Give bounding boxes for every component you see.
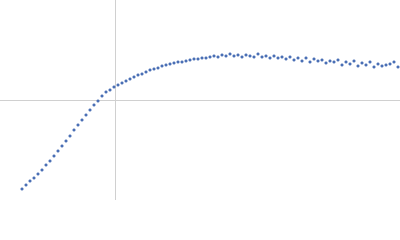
point xyxy=(20,187,24,191)
point xyxy=(168,62,172,66)
point xyxy=(64,139,68,143)
point xyxy=(232,54,236,58)
point xyxy=(212,54,216,58)
point xyxy=(36,172,40,176)
point xyxy=(24,183,28,187)
point xyxy=(372,65,376,69)
point xyxy=(348,62,352,66)
point xyxy=(188,58,192,62)
point xyxy=(316,59,320,63)
point xyxy=(132,75,136,79)
point xyxy=(216,55,220,59)
point xyxy=(96,99,100,103)
point xyxy=(296,56,300,60)
point xyxy=(264,54,268,58)
point xyxy=(32,176,36,180)
point xyxy=(120,81,124,85)
point xyxy=(172,61,176,65)
point xyxy=(300,59,304,63)
point xyxy=(384,63,388,67)
point xyxy=(224,54,228,58)
point xyxy=(256,52,260,56)
point xyxy=(184,59,188,63)
point xyxy=(136,73,140,77)
point xyxy=(152,67,156,71)
point xyxy=(336,58,340,62)
point xyxy=(180,60,184,64)
point xyxy=(208,55,212,59)
point xyxy=(396,65,400,69)
point xyxy=(380,64,384,68)
point xyxy=(304,56,308,60)
point xyxy=(308,60,312,64)
point xyxy=(112,85,116,89)
point xyxy=(344,60,348,64)
point xyxy=(68,134,72,138)
point xyxy=(104,90,108,94)
point xyxy=(340,63,344,67)
point xyxy=(28,179,32,183)
page: {"chart_data": {"type": "scatter", "colo… xyxy=(0,0,400,200)
point xyxy=(324,61,328,65)
point xyxy=(204,56,208,60)
point xyxy=(328,59,332,63)
point xyxy=(80,118,84,122)
point xyxy=(388,62,392,66)
point xyxy=(56,149,60,153)
point xyxy=(140,72,144,76)
point xyxy=(148,68,152,72)
point xyxy=(116,83,120,87)
point xyxy=(160,64,164,68)
point xyxy=(72,128,76,132)
point xyxy=(352,59,356,63)
point xyxy=(228,52,232,56)
point xyxy=(364,63,368,67)
point xyxy=(164,63,168,67)
point xyxy=(192,57,196,61)
point xyxy=(128,77,132,81)
point xyxy=(288,55,292,59)
point xyxy=(52,154,56,158)
point xyxy=(312,57,316,61)
point xyxy=(368,60,372,64)
point xyxy=(76,123,80,127)
point xyxy=(60,144,64,148)
point xyxy=(356,64,360,68)
point xyxy=(260,55,264,59)
point xyxy=(360,61,364,65)
point xyxy=(144,70,148,74)
point xyxy=(200,56,204,60)
point xyxy=(236,53,240,57)
point xyxy=(332,60,336,64)
point xyxy=(268,56,272,60)
point xyxy=(40,168,44,172)
point xyxy=(48,159,52,163)
point xyxy=(284,57,288,61)
point xyxy=(220,53,224,57)
chart xyxy=(0,0,400,200)
point xyxy=(376,62,380,66)
point xyxy=(240,55,244,59)
point xyxy=(100,94,104,98)
point xyxy=(156,66,160,70)
point xyxy=(280,55,284,59)
point xyxy=(292,58,296,62)
point xyxy=(248,54,252,58)
point xyxy=(392,60,396,64)
point xyxy=(272,54,276,58)
point xyxy=(176,60,180,64)
point xyxy=(92,103,96,107)
point xyxy=(88,108,92,112)
point xyxy=(124,79,128,83)
point xyxy=(84,113,88,117)
point xyxy=(44,163,48,167)
point xyxy=(196,57,200,61)
point xyxy=(244,53,248,57)
point xyxy=(108,88,112,92)
point xyxy=(252,55,256,59)
point xyxy=(320,58,324,62)
point xyxy=(276,56,280,60)
